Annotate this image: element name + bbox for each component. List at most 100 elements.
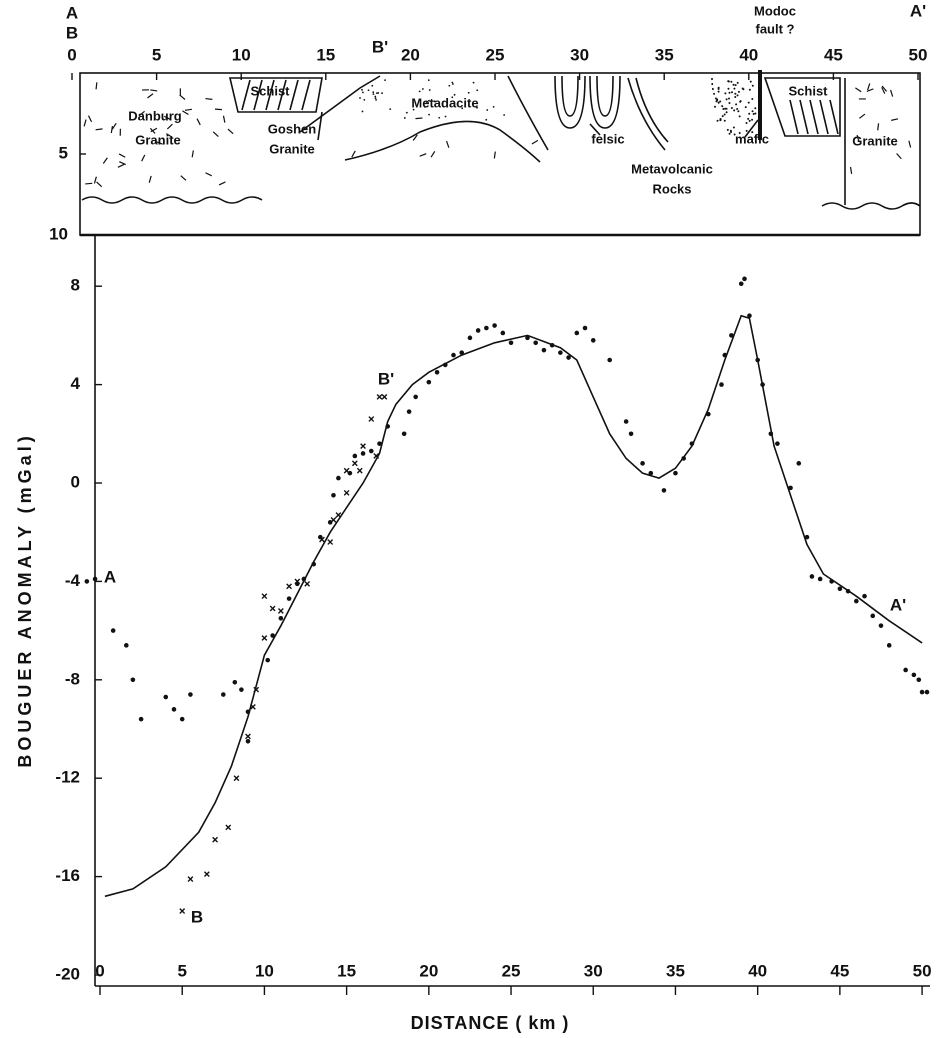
- dot-texture: [719, 117, 722, 120]
- observed-point-x: [187, 876, 194, 882]
- section-label: Granite: [852, 133, 898, 148]
- observed-point-x: [319, 536, 325, 543]
- granite-texture: [205, 172, 213, 177]
- observed-point: [706, 411, 711, 417]
- observed-point: [221, 692, 226, 697]
- observed-point: [924, 689, 930, 695]
- granite-texture: [83, 119, 87, 127]
- y-tick-label: 0: [71, 472, 80, 491]
- dot-texture: [503, 114, 506, 116]
- observed-point: [916, 677, 922, 683]
- dot-texture: [745, 129, 748, 132]
- dot-texture: [422, 88, 424, 90]
- section-label: Metavolcanic: [631, 161, 713, 176]
- observed-point: [788, 485, 793, 491]
- profile-label: A': [890, 595, 906, 614]
- dot-texture: [492, 105, 495, 108]
- dot-texture: [736, 81, 739, 84]
- mafic-edge: [711, 77, 731, 111]
- observed-point: [533, 340, 539, 346]
- dot-texture: [734, 92, 737, 95]
- observed-point: [607, 357, 612, 363]
- granite-texture: [141, 154, 146, 162]
- granite-texture: [877, 123, 880, 131]
- observed-point: [525, 335, 530, 341]
- dot-texture: [725, 98, 728, 101]
- dot-texture: [738, 132, 741, 135]
- observed-point: [903, 667, 908, 673]
- observed-point-x: [277, 608, 284, 614]
- dot-texture: [721, 115, 724, 118]
- dot-texture: [367, 89, 370, 92]
- dot-texture: [733, 133, 736, 136]
- granite-texture: [155, 141, 163, 145]
- x-tick-label: 0: [67, 45, 76, 64]
- x-tick-label: 50: [909, 45, 928, 64]
- dot-texture: [749, 80, 752, 83]
- dot-texture: [748, 112, 751, 115]
- observed-point-x: [253, 686, 260, 693]
- schist-right-hatch: [789, 99, 839, 135]
- observed-point: [245, 709, 251, 715]
- observed-point-x: [250, 703, 256, 710]
- observed-point: [377, 441, 382, 446]
- x-tick-label: 30: [584, 961, 603, 980]
- observed-point-x: [261, 593, 268, 600]
- granite-texture: [867, 83, 871, 91]
- observed-point: [566, 355, 571, 360]
- y-tick-label: -20: [55, 964, 80, 983]
- observed-point: [911, 672, 917, 678]
- dot-texture: [748, 88, 751, 91]
- dot-texture: [747, 117, 750, 120]
- dot-texture: [372, 93, 375, 96]
- granite-texture: [102, 157, 108, 164]
- granite-texture: [891, 118, 899, 121]
- observed-point: [331, 493, 336, 498]
- dot-texture: [451, 81, 454, 84]
- observed-point: [854, 598, 859, 604]
- granite-texture: [531, 139, 539, 145]
- observed-point: [467, 335, 473, 341]
- x-tick-label: 40: [748, 961, 767, 980]
- granite-texture: [889, 89, 894, 97]
- observed-point: [484, 325, 489, 331]
- observed-point-x: [203, 871, 210, 878]
- observed-point: [138, 716, 144, 722]
- observed-point: [475, 328, 481, 333]
- dot-texture: [748, 119, 751, 122]
- felsic-fold-2: [589, 75, 621, 129]
- dot-texture: [735, 103, 738, 106]
- observed-point: [755, 357, 760, 363]
- felsic-fold-1: [554, 75, 586, 129]
- observed-point: [232, 679, 238, 685]
- granite-texture: [227, 128, 234, 135]
- granite-texture: [87, 115, 93, 123]
- granite-texture: [184, 108, 192, 111]
- x-tick-label: 20: [419, 961, 438, 980]
- section-label: Granite: [269, 141, 315, 156]
- granite-texture: [849, 166, 853, 174]
- granite-texture: [85, 182, 93, 185]
- observed-point: [92, 576, 98, 582]
- dot-texture: [361, 110, 364, 113]
- observed-point: [729, 333, 734, 338]
- dot-texture: [727, 87, 730, 90]
- observed-point-x: [335, 512, 342, 518]
- dot-texture: [733, 109, 736, 112]
- observed-point: [286, 596, 292, 601]
- dot-texture: [727, 80, 730, 83]
- dot-texture: [726, 128, 729, 131]
- observed-point-x: [376, 394, 383, 400]
- dot-texture: [732, 83, 735, 86]
- granite-texture: [166, 123, 173, 130]
- dot-texture: [717, 90, 720, 93]
- dot-texture: [444, 115, 447, 118]
- dot-texture: [461, 107, 464, 110]
- section-label: mafic: [735, 131, 769, 146]
- dot-texture: [476, 106, 478, 109]
- granite-texture: [165, 133, 173, 138]
- x-tick-label: 40: [739, 45, 758, 64]
- dot-texture: [745, 122, 748, 125]
- observed-point: [719, 382, 724, 387]
